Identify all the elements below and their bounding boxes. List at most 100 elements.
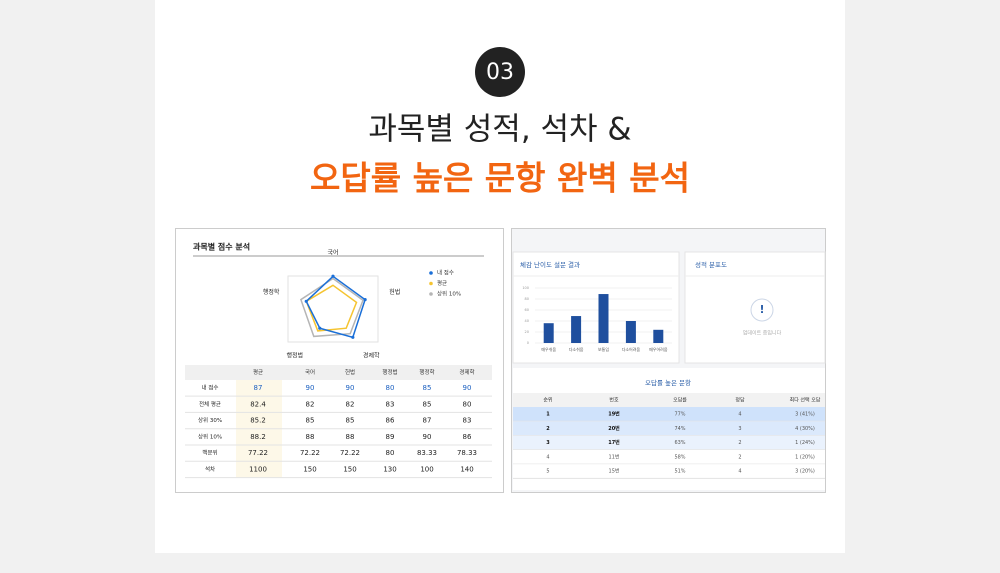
table-cell: 2: [738, 454, 741, 460]
row-label: 석차: [205, 465, 215, 473]
survey-card: [512, 251, 680, 364]
legend-label: 상위 10%: [437, 290, 461, 298]
radar-series: [305, 275, 366, 339]
info-message: 업데이트 중입니다: [743, 330, 782, 337]
table-cell: 3 (41%): [795, 412, 815, 418]
table-cell: 83: [463, 417, 472, 425]
info-icon: [750, 298, 774, 322]
table-cell: 83: [386, 400, 395, 408]
card-title: 오답률 높은 문항: [645, 378, 691, 387]
table-cell: 82.4: [250, 400, 266, 408]
table-cell: 85: [346, 417, 355, 425]
row-label: 백분위: [202, 449, 217, 457]
table-cell: 74%: [674, 426, 685, 432]
panel-title: 과목별 점수 분석: [193, 242, 250, 252]
legend-dot: [429, 281, 433, 286]
table-cell: 20번: [608, 425, 620, 432]
table-header: 최다 선택 오답: [790, 397, 821, 404]
score-panel: [175, 228, 504, 493]
table-cell: 88: [306, 433, 315, 441]
table-cell: 90: [346, 384, 355, 392]
bar: [653, 329, 664, 343]
card-title: 성적 분포도: [695, 260, 727, 269]
radar-point: [363, 297, 367, 302]
table-cell: 77.22: [248, 449, 268, 457]
table-cell: 19번: [608, 411, 620, 418]
table-cell: 4 (30%): [795, 426, 815, 432]
table-header: 행정법: [382, 368, 397, 376]
radar-point: [318, 326, 322, 330]
table-cell: 4: [546, 454, 549, 460]
table-cell: 4: [738, 469, 741, 475]
row-bg: [513, 407, 825, 422]
radar-point: [351, 335, 355, 339]
radar-point: [304, 299, 308, 303]
radar-series: [305, 284, 358, 332]
legend-label: 내 점수: [437, 269, 454, 277]
table-header: 행정학: [419, 368, 434, 376]
table-cell: 80: [386, 449, 395, 457]
y-tick-label: 60: [525, 308, 529, 312]
table-cell: 85: [306, 417, 315, 425]
row-label: 내 점수: [202, 384, 219, 392]
radar-axis-label: 헌법: [389, 288, 400, 296]
x-tick-label: 다소어려움: [622, 346, 641, 352]
row-label: 전체 평균: [199, 400, 221, 408]
radar-axis-label: 행정학: [263, 288, 280, 296]
table-header: 순위: [543, 397, 552, 404]
table-cell: 85: [423, 384, 432, 392]
table-cell: 85: [423, 400, 432, 408]
y-tick-label: 20: [525, 330, 529, 334]
table-header: 정답: [735, 397, 745, 404]
row-bg: [513, 421, 825, 436]
info-icon-mark: !: [759, 303, 764, 316]
table-cell: 140: [460, 466, 473, 474]
row-label: 상위 30%: [198, 416, 222, 424]
table-cell: 1 (24%): [795, 440, 815, 446]
x-tick-label: 매우어려움: [649, 346, 668, 352]
table-cell: 90: [463, 384, 472, 392]
bar: [571, 316, 582, 343]
table-cell: 2: [546, 426, 550, 432]
table-header: 오답률: [673, 397, 687, 404]
radar-series: [299, 277, 364, 338]
table-cell: 3: [546, 440, 550, 446]
row-label: 상위 10%: [198, 432, 222, 440]
table-cell: 3: [738, 426, 741, 432]
table-cell: 80: [386, 384, 395, 392]
table-cell: 86: [386, 417, 395, 425]
table-cell: 150: [303, 466, 316, 474]
table-cell: 1100: [249, 466, 267, 474]
x-tick-label: 다소쉬움: [569, 346, 584, 352]
table-cell: 88.2: [250, 433, 266, 441]
radar-axis-label: 국어: [327, 249, 338, 257]
table-cell: 83.33: [417, 449, 437, 457]
legend-dot: [429, 271, 433, 275]
table-cell: 4: [738, 412, 741, 418]
table-header-bg: [185, 365, 492, 380]
table-cell: 130: [383, 466, 396, 474]
y-tick-label: 0: [527, 341, 529, 345]
table-cell: 11번: [609, 453, 620, 460]
radar-axis-label: 경제학: [363, 352, 380, 360]
table-cell: 90: [306, 384, 315, 392]
table-cell: 51%: [674, 469, 685, 475]
table-cell: 78.33: [457, 449, 477, 457]
table-cell: 82: [346, 400, 355, 408]
x-tick-label: 매우쉬움: [541, 346, 556, 352]
row-bg: [513, 435, 825, 450]
bar: [625, 321, 636, 343]
table-header: 평균: [253, 369, 263, 376]
table-cell: 150: [343, 466, 356, 474]
badge-text: 03: [486, 60, 514, 85]
table-cell: 88: [346, 433, 355, 441]
table-header-bg: [513, 393, 825, 407]
table-cell: 3 (20%): [795, 469, 815, 475]
table-cell: 86: [463, 433, 472, 441]
title-line2: 오답률 높은 문항 완벽 분석: [310, 159, 690, 198]
table-cell: 82: [306, 400, 315, 408]
table-header: 국어: [305, 368, 315, 376]
badge: [475, 47, 525, 97]
